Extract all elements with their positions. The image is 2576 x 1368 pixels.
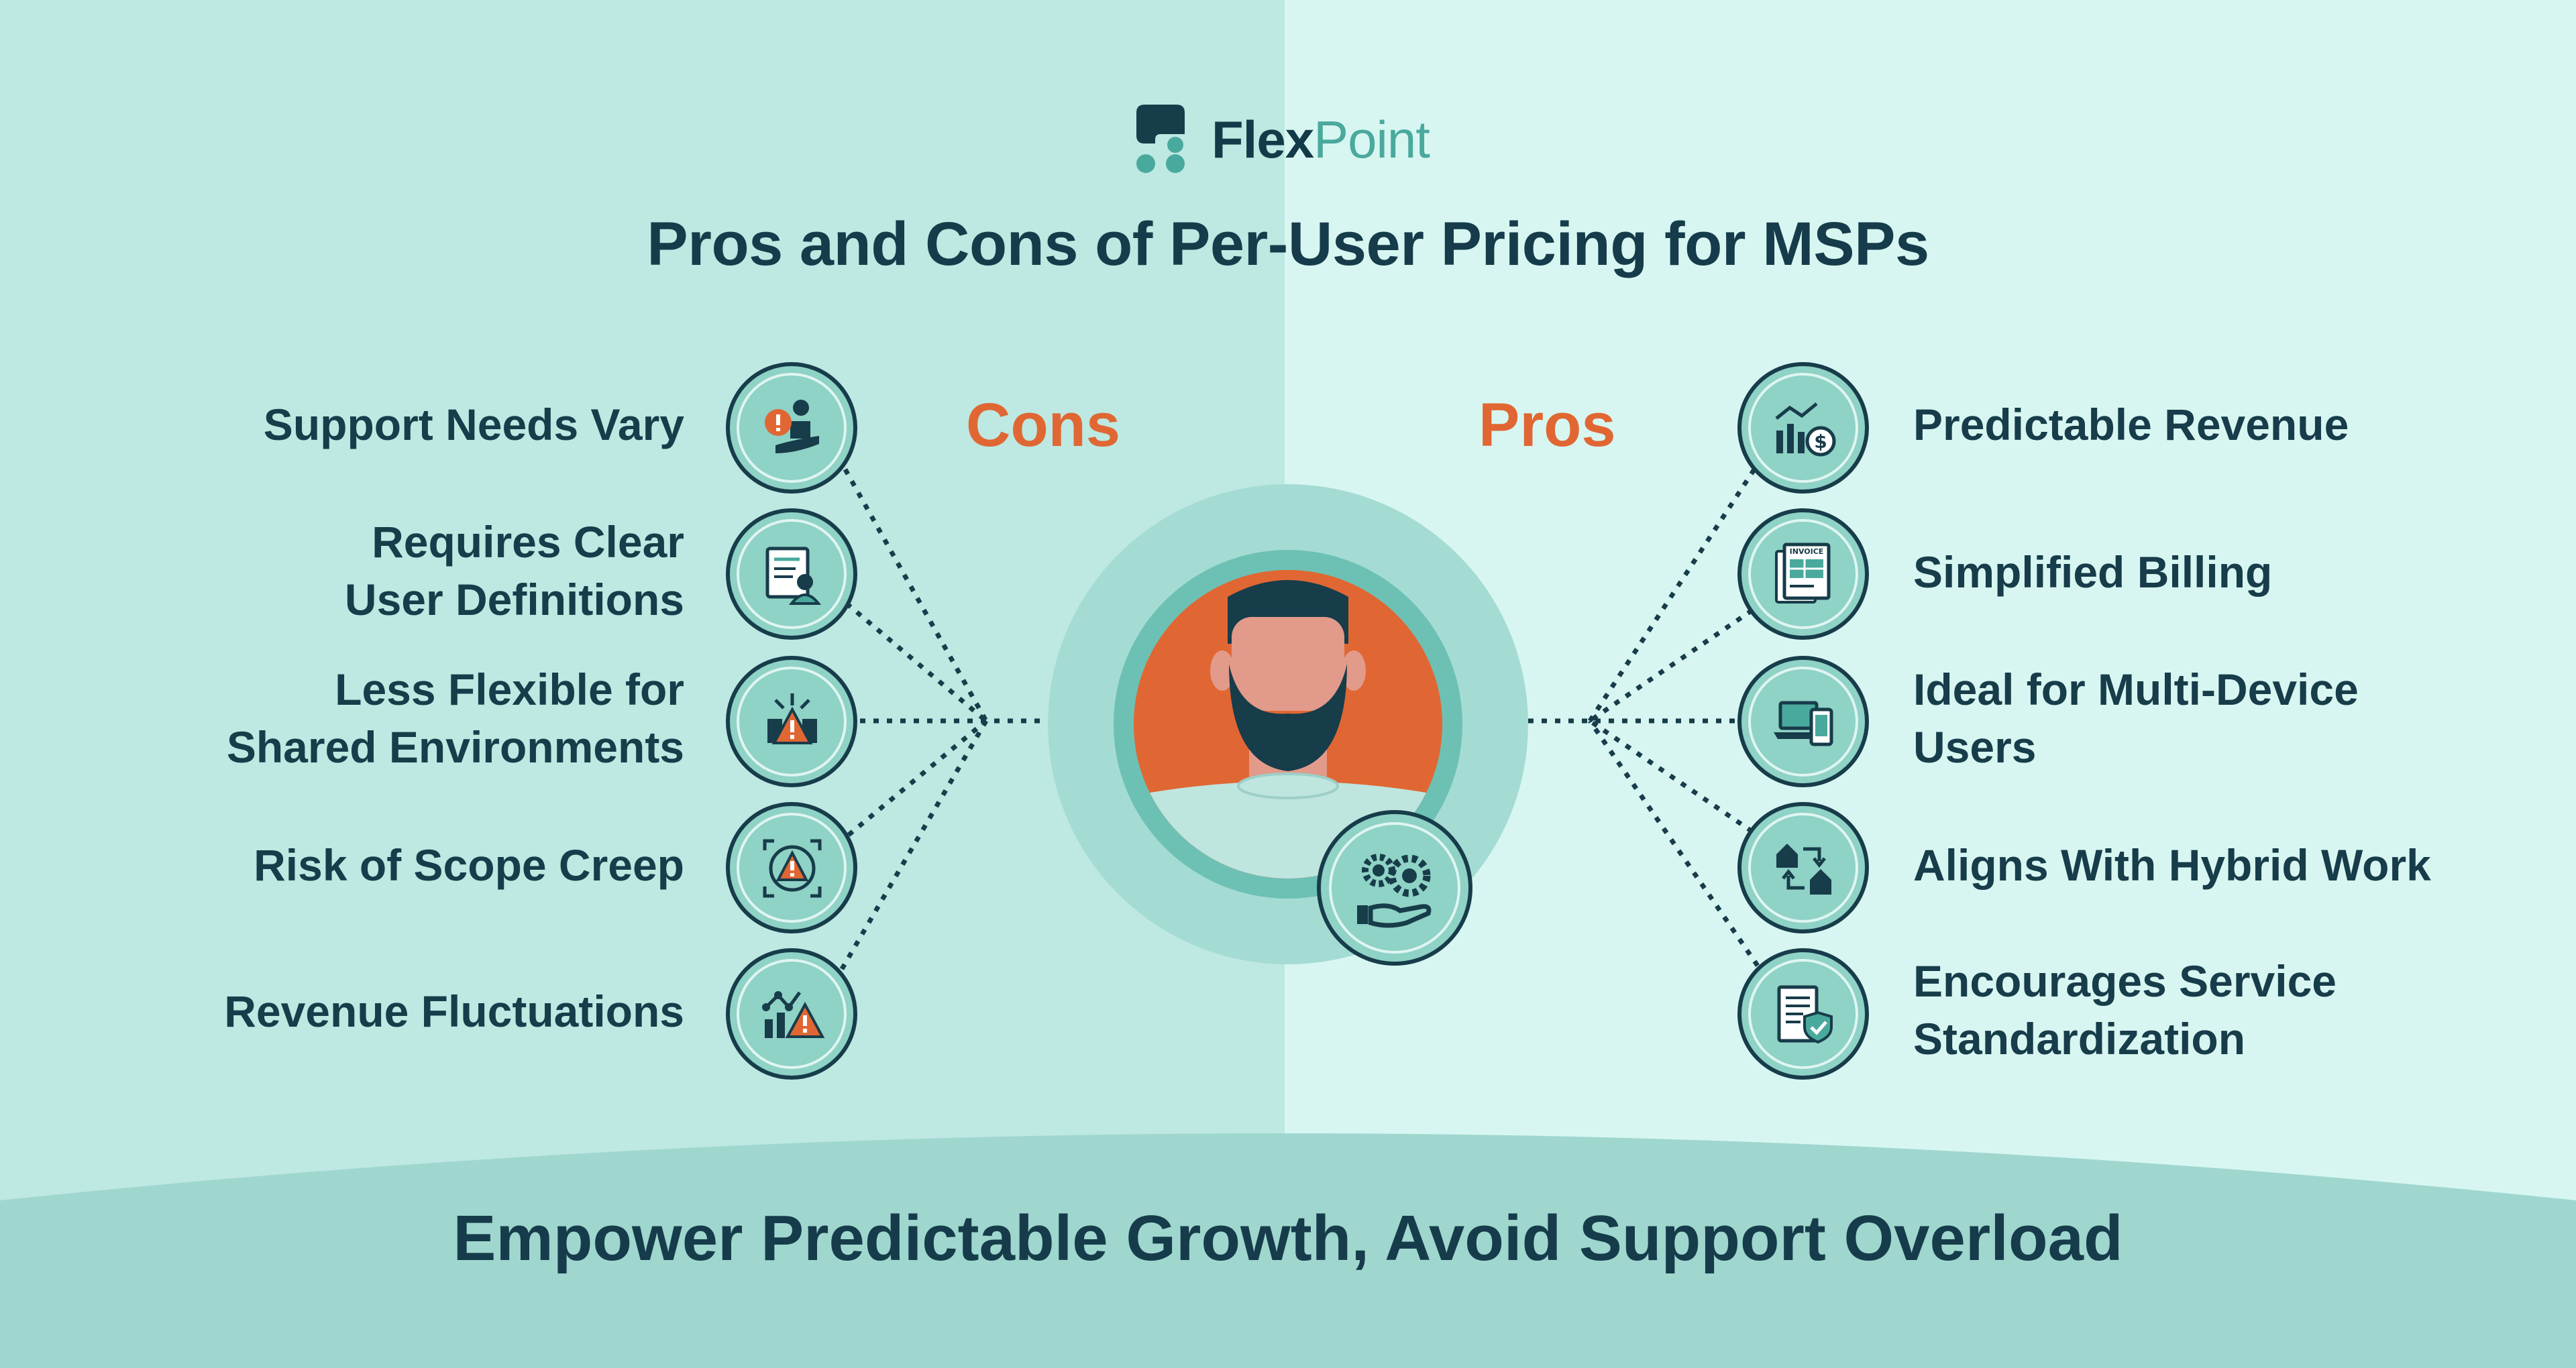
home-office-arrows-icon-graphic	[1776, 844, 1831, 895]
pros-item-label: Predictable Revenue	[1913, 400, 2349, 449]
gears-hand-icon	[1357, 854, 1432, 928]
brand-name-point: Point	[1313, 109, 1430, 169]
cons-item-label: Revenue Fluctuations	[224, 986, 684, 1036]
laptop-phone-icon-graphic	[1774, 701, 1833, 746]
target-warning-icon-graphic	[763, 839, 822, 898]
support-person-alert-icon-graphic	[765, 400, 819, 453]
cons-item-label: Risk of Scope Creep	[254, 840, 684, 890]
cons-item-label: User Definitions	[344, 575, 684, 624]
invoice-icon-text: INVOICE	[1790, 547, 1824, 556]
footer-tagline: Empower Predictable Growth, Avoid Suppor…	[453, 1202, 2123, 1274]
cons-item-user-definitions: Requires Clear User Definitions	[345, 513, 684, 628]
pros-item-predictable-revenue: Predictable Revenue	[1913, 396, 2349, 453]
pros-item-label: Standardization	[1913, 1014, 2246, 1064]
invoice-icon: INVOICE	[1737, 508, 1869, 640]
brand-name: FlexPoint	[1212, 109, 1430, 170]
cons-item-revenue-fluctuations: Revenue Fluctuations	[224, 982, 684, 1040]
target-warning-icon	[726, 802, 857, 933]
pros-item-service-standardization: Encourages Service Standardization	[1913, 952, 2337, 1068]
pros-item-label: Ideal for Multi-Device	[1913, 665, 2359, 714]
page-title: Pros and Cons of Per-User Pricing for MS…	[647, 210, 1929, 278]
cons-item-label: Requires Clear	[372, 517, 684, 567]
user-document-icon-graphic	[765, 547, 822, 605]
cons-item-support-needs: Support Needs Vary	[264, 396, 684, 453]
revenue-chart-coin-icon: $	[1737, 362, 1869, 494]
brand-name-flex: Flex	[1212, 109, 1314, 169]
pros-item-simplified-billing: Simplified Billing	[1913, 543, 2272, 601]
home-office-arrows-icon	[1737, 802, 1869, 933]
svg-text:$: $	[1814, 431, 1827, 453]
brand-logo: FlexPoint	[1136, 103, 1430, 176]
laptop-phone-icon	[1737, 656, 1869, 787]
cons-item-label: Support Needs Vary	[263, 400, 684, 449]
pros-heading: Pros	[1479, 391, 1616, 459]
invoice-icon-graphic: INVOICE	[1775, 543, 1831, 604]
pros-item-label: Encourages Service	[1913, 956, 2337, 1006]
user-document-icon	[726, 508, 857, 640]
pros-item-label: Users	[1913, 722, 2037, 772]
brand-logo-mark-icon	[1136, 105, 1185, 173]
pros-item-hybrid-work: Aligns With Hybrid Work	[1913, 836, 2431, 894]
chart-warning-icon	[726, 948, 857, 1080]
cons-item-shared-environments: Less Flexible for Shared Environments	[227, 661, 684, 776]
pros-item-label: Aligns With Hybrid Work	[1913, 840, 2431, 890]
document-shield-icon	[1737, 948, 1869, 1080]
chart-warning-icon-graphic	[762, 991, 825, 1038]
document-shield-icon-graphic	[1777, 985, 1833, 1044]
cons-item-label: Shared Environments	[226, 722, 684, 772]
support-person-alert-icon	[726, 362, 857, 494]
cons-item-scope-creep: Risk of Scope Creep	[254, 836, 684, 894]
network-warning-icon	[726, 656, 857, 787]
cons-heading: Cons	[966, 391, 1120, 459]
network-warning-icon-graphic	[767, 693, 817, 744]
cons-item-label: Less Flexible for	[335, 665, 684, 714]
pros-item-label: Simplified Billing	[1913, 547, 2273, 597]
gears-hand-badge-icon	[1317, 810, 1472, 966]
pros-item-multi-device: Ideal for Multi-Device Users	[1913, 661, 2359, 776]
revenue-chart-coin-icon-graphic: $	[1775, 402, 1836, 457]
